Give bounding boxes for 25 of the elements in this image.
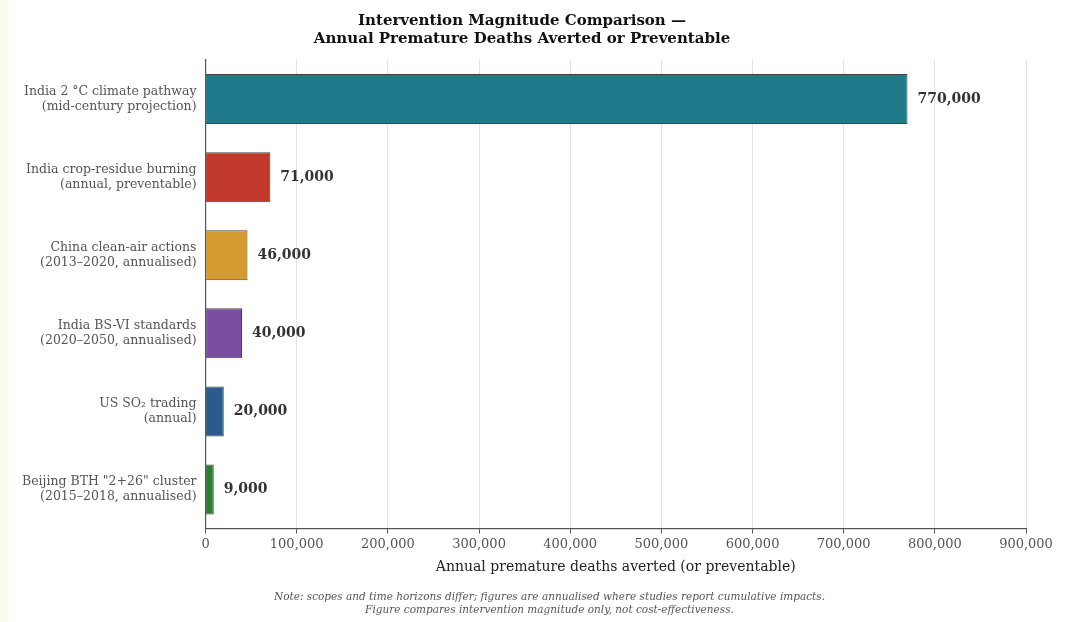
y-tick-label: US SO₂ trading (annual) [99, 395, 197, 426]
data-label: 9,000 [223, 480, 268, 497]
y-tick-label: India 2 °C climate pathway (mid-century projection) [23, 82, 198, 113]
data-label: 770,000 [917, 89, 982, 106]
x-tick-label: 500,000 [634, 535, 689, 551]
x-axis-title: Annual premature deaths averted (or preventable) [434, 558, 796, 575]
chart-title: Intervention Magnitude Comparison — Annual Premature Deaths Averted or Preventable [312, 10, 731, 47]
data-label: 46,000 [257, 245, 312, 262]
x-tick-label: 700,000 [816, 535, 871, 551]
text: Note: scopes and time horizons differ; figures are annualised where studies report cumulative impacts. Figure compares intervention magnitude only, not cost-effectiveness. [272, 590, 827, 616]
x-tick-label: 400,000 [543, 535, 598, 551]
y-tick-label: India BS-VI standards (2020–2050, annualised) [40, 317, 197, 348]
data-label: 40,000 [252, 323, 306, 340]
data-label: 71,000 [280, 167, 335, 184]
y-tick-label: Beijing BTH "2+26" cluster (2015–2018, annualised) [22, 473, 197, 504]
y-tick-label: China clean-air actions (2013–2020, annualised) [40, 239, 197, 269]
data-label: 20,000 [233, 402, 288, 419]
x-tick-label: 300,000 [452, 535, 506, 551]
x-tick-label: 800,000 [907, 535, 962, 551]
x-tick-label: 100,000 [269, 535, 324, 551]
x-tick-label: 0 [201, 535, 210, 551]
x-tick-label: 600,000 [725, 535, 780, 551]
x-tick-label: 200,000 [360, 535, 415, 551]
y-tick-label: India crop-residue burning (annual, preventable) [26, 160, 197, 191]
x-tick-label: 900,000 [999, 535, 1053, 551]
